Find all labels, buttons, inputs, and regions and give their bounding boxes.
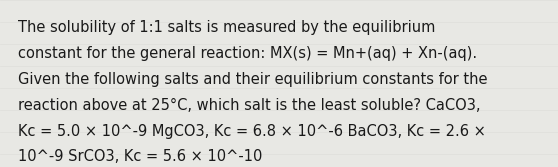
Text: Given the following salts and their equilibrium constants for the: Given the following salts and their equi… (18, 72, 487, 87)
Text: Kc = 5.0 × 10^-9 MgCO3, Kc = 6.8 × 10^-6 BaCO3, Kc = 2.6 ×: Kc = 5.0 × 10^-9 MgCO3, Kc = 6.8 × 10^-6… (18, 124, 485, 139)
Text: reaction above at 25°C, which salt is the least soluble? CaCO3,: reaction above at 25°C, which salt is th… (18, 98, 480, 113)
Text: The solubility of 1:1 salts is measured by the equilibrium: The solubility of 1:1 salts is measured … (18, 20, 435, 35)
Text: constant for the general reaction: MX(s) = Mn+(aq) + Xn-(aq).: constant for the general reaction: MX(s)… (18, 46, 477, 61)
Text: 10^-9 SrCO3, Kc = 5.6 × 10^-10: 10^-9 SrCO3, Kc = 5.6 × 10^-10 (18, 149, 262, 164)
